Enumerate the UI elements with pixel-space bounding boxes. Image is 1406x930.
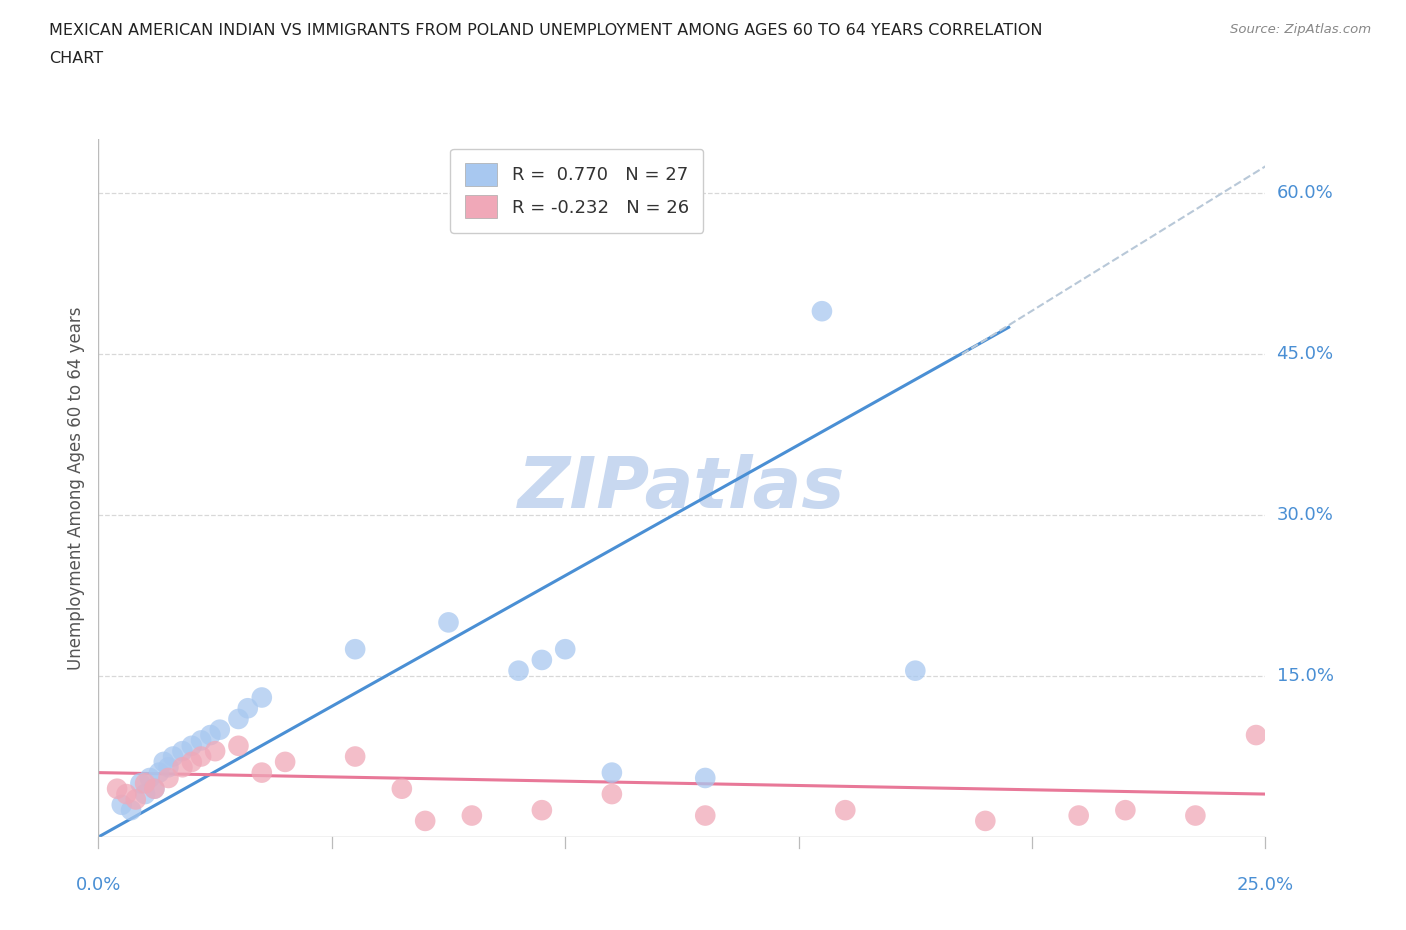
- Text: Source: ZipAtlas.com: Source: ZipAtlas.com: [1230, 23, 1371, 36]
- Text: MEXICAN AMERICAN INDIAN VS IMMIGRANTS FROM POLAND UNEMPLOYMENT AMONG AGES 60 TO : MEXICAN AMERICAN INDIAN VS IMMIGRANTS FR…: [49, 23, 1043, 38]
- Point: [208, 723, 231, 737]
- Text: 45.0%: 45.0%: [1277, 345, 1334, 363]
- Point: [134, 787, 156, 802]
- Point: [695, 808, 717, 823]
- Point: [180, 738, 202, 753]
- Point: [344, 749, 367, 764]
- Point: [1184, 808, 1206, 823]
- Point: [1114, 803, 1136, 817]
- Text: 30.0%: 30.0%: [1277, 506, 1333, 525]
- Point: [228, 711, 250, 726]
- Point: [391, 781, 413, 796]
- Point: [236, 701, 259, 716]
- Text: CHART: CHART: [49, 51, 103, 66]
- Point: [139, 771, 162, 786]
- Point: [250, 765, 273, 780]
- Text: 0.0%: 0.0%: [76, 876, 121, 894]
- Point: [143, 781, 166, 796]
- Legend: R =  0.770   N = 27, R = -0.232   N = 26: R = 0.770 N = 27, R = -0.232 N = 26: [450, 149, 703, 232]
- Point: [125, 792, 148, 807]
- Point: [461, 808, 484, 823]
- Point: [437, 615, 460, 630]
- Point: [250, 690, 273, 705]
- Point: [190, 749, 212, 764]
- Point: [274, 754, 297, 769]
- Point: [148, 765, 170, 780]
- Point: [143, 781, 166, 796]
- Point: [974, 814, 997, 829]
- Point: [115, 787, 138, 802]
- Text: 15.0%: 15.0%: [1277, 667, 1333, 685]
- Text: 25.0%: 25.0%: [1237, 876, 1294, 894]
- Point: [600, 787, 623, 802]
- Point: [530, 653, 553, 668]
- Point: [228, 738, 250, 753]
- Point: [129, 776, 152, 790]
- Point: [190, 733, 212, 748]
- Point: [695, 771, 717, 786]
- Point: [172, 744, 194, 759]
- Text: ZIPatlas: ZIPatlas: [519, 454, 845, 523]
- Point: [530, 803, 553, 817]
- Point: [157, 760, 180, 775]
- Point: [105, 781, 128, 796]
- Point: [811, 304, 834, 319]
- Text: 60.0%: 60.0%: [1277, 184, 1333, 202]
- Point: [904, 663, 927, 678]
- Point: [180, 754, 202, 769]
- Point: [111, 797, 134, 812]
- Point: [134, 776, 156, 790]
- Point: [413, 814, 436, 829]
- Point: [344, 642, 367, 657]
- Point: [1244, 727, 1267, 742]
- Point: [508, 663, 530, 678]
- Point: [204, 744, 226, 759]
- Point: [162, 749, 184, 764]
- Point: [554, 642, 576, 657]
- Point: [200, 727, 222, 742]
- Y-axis label: Unemployment Among Ages 60 to 64 years: Unemployment Among Ages 60 to 64 years: [66, 307, 84, 670]
- Point: [120, 803, 142, 817]
- Point: [172, 760, 194, 775]
- Point: [600, 765, 623, 780]
- Point: [152, 754, 174, 769]
- Point: [1067, 808, 1090, 823]
- Point: [157, 771, 180, 786]
- Point: [834, 803, 856, 817]
